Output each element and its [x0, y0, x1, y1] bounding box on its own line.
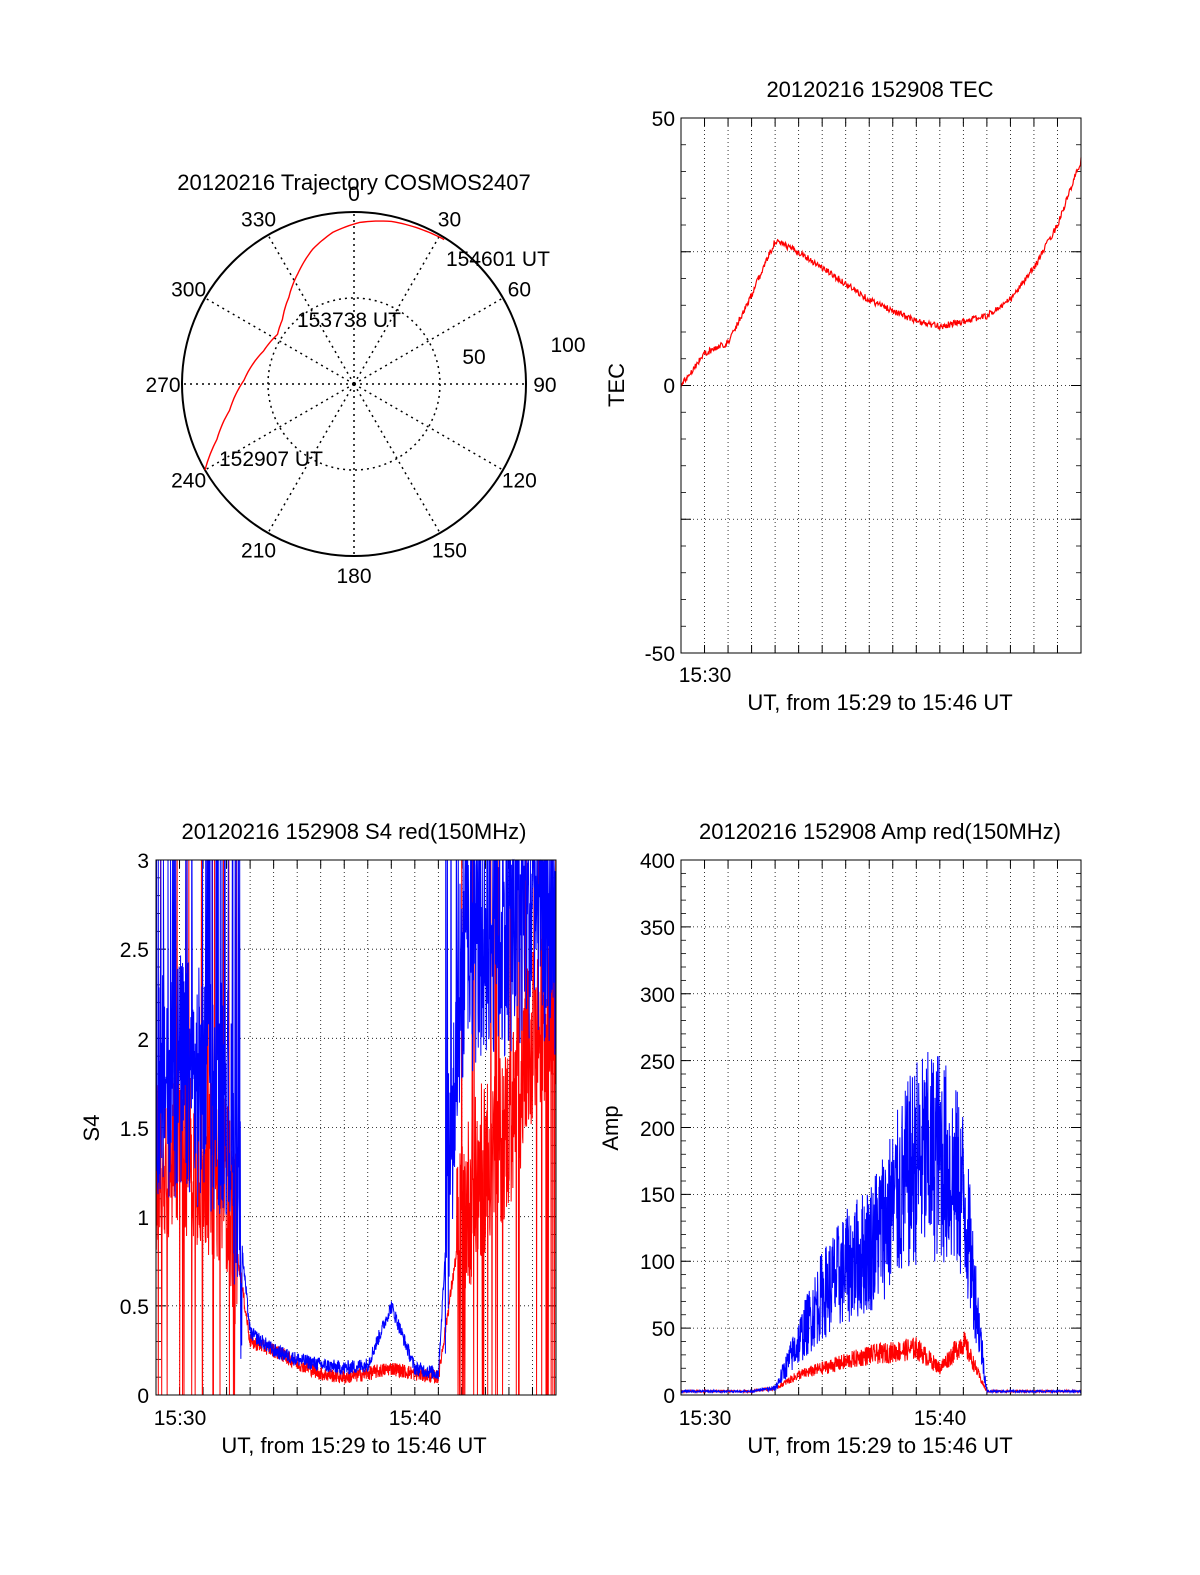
polar-spoke-300 [204, 297, 355, 385]
tec-chart: 20120216 152908 TEC 50 0 -50 15:30 UT, f… [604, 77, 1082, 715]
amp-ytick-200: 200 [640, 1118, 675, 1141]
polar-spoke-120 [353, 383, 504, 471]
tec-ylabel: TEC [604, 363, 629, 407]
azimuth-labels: 0 30 60 90 120 150 180 210 240 270 300 330 [146, 183, 557, 588]
time-label-154601: 154601 UT [446, 248, 550, 271]
amp-ytick-250: 250 [640, 1051, 675, 1074]
time-label-153738: 153738 UT [297, 309, 401, 332]
polar-spoke-210 [267, 383, 355, 534]
amp-ytick-350: 350 [640, 917, 675, 940]
polar-spoke-150 [353, 383, 441, 534]
polar-elevation-ring-50 [267, 297, 441, 471]
azimuth-label-90: 90 [533, 374, 556, 397]
polar-spoke-60 [353, 297, 504, 385]
azimuth-label-330: 330 [241, 209, 276, 232]
elevation-label-100: 100 [550, 334, 585, 357]
amp-ytick-50: 50 [652, 1318, 675, 1341]
amp-plot-frame [680, 859, 1082, 1396]
amp-red-series-line [680, 1331, 1082, 1395]
s4-ytick-3: 3 [137, 850, 149, 873]
amp-ytick-0: 0 [663, 1385, 675, 1408]
s4-ytick-0: 0 [137, 1385, 149, 1408]
amp-xtick-1530: 15:30 [679, 1407, 732, 1430]
azimuth-label-0: 0 [348, 183, 360, 206]
s4-ytick-1.5: 1.5 [120, 1118, 149, 1141]
time-label-152907: 152907 UT [219, 448, 323, 471]
trajectory-title: 20120216 Trajectory COSMOS2407 [177, 170, 530, 195]
tec-ytick-50: 50 [652, 108, 675, 131]
tec-plot-frame [680, 117, 1082, 654]
azimuth-label-150: 150 [432, 539, 467, 562]
azimuth-label-120: 120 [502, 469, 537, 492]
elevation-label-50: 50 [462, 346, 485, 369]
amp-xlabel: UT, from 15:29 to 15:46 UT [747, 1433, 1012, 1458]
azimuth-label-300: 300 [171, 279, 206, 302]
tec-ytick-neg50: -50 [645, 643, 675, 666]
s4-ytick-1: 1 [137, 1207, 149, 1230]
s4-blue-series-line [155, 858, 557, 1380]
amp-ytick-400: 400 [640, 850, 675, 873]
azimuth-label-210: 210 [241, 539, 276, 562]
s4-ylabel: S4 [79, 1115, 104, 1142]
amp-xtick-1540: 15:40 [914, 1407, 967, 1430]
azimuth-label-270: 270 [146, 374, 181, 397]
s4-ytick-2: 2 [137, 1029, 149, 1052]
s4-title: 20120216 152908 S4 red(150MHz) [182, 819, 527, 844]
amp-ylabel: Amp [598, 1105, 623, 1150]
s4-ytick-0.5: 0.5 [120, 1296, 149, 1319]
azimuth-label-60: 60 [508, 279, 531, 302]
amp-title: 20120216 152908 Amp red(150MHz) [699, 819, 1061, 844]
tec-ytick-0: 0 [663, 375, 675, 398]
s4-plot-frame [155, 859, 557, 1396]
s4-ytick-2.5: 2.5 [120, 939, 149, 962]
amp-blue-series-line [680, 1052, 1082, 1395]
trajectory-line [204, 220, 445, 471]
azimuth-label-30: 30 [438, 209, 461, 232]
amp-ytick-150: 150 [640, 1184, 675, 1207]
tec-xlabel: UT, from 15:29 to 15:46 UT [747, 690, 1012, 715]
tec-grid [680, 117, 1082, 654]
s4-chart: 20120216 152908 S4 red(150MHz) 3 2.5 2 1… [79, 819, 557, 1458]
polar-outer-ring [181, 211, 527, 557]
trajectory-chart: 20120216 Trajectory COSMOS2407 0 30 60 90 12… [146, 170, 586, 588]
s4-xlabel: UT, from 15:29 to 15:46 UT [221, 1433, 486, 1458]
s4-xtick-1540: 15:40 [389, 1407, 442, 1430]
polar-spoke-240 [204, 383, 355, 471]
tec-series-line [680, 157, 1082, 388]
s4-xtick-1530: 15:30 [154, 1407, 207, 1430]
amp-chart: 20120216 152908 Amp red(150MHz) 400 350 … [598, 819, 1082, 1458]
tec-title: 20120216 152908 TEC [766, 77, 993, 102]
polar-spoke-30 [353, 234, 441, 385]
amp-grid [680, 859, 1082, 1396]
polar-spoke-330 [267, 234, 355, 385]
amp-ytick-300: 300 [640, 984, 675, 1007]
amp-ytick-100: 100 [640, 1251, 675, 1274]
azimuth-label-180: 180 [336, 565, 371, 588]
azimuth-label-240: 240 [171, 469, 206, 492]
tec-xtick-1530: 15:30 [679, 664, 732, 687]
